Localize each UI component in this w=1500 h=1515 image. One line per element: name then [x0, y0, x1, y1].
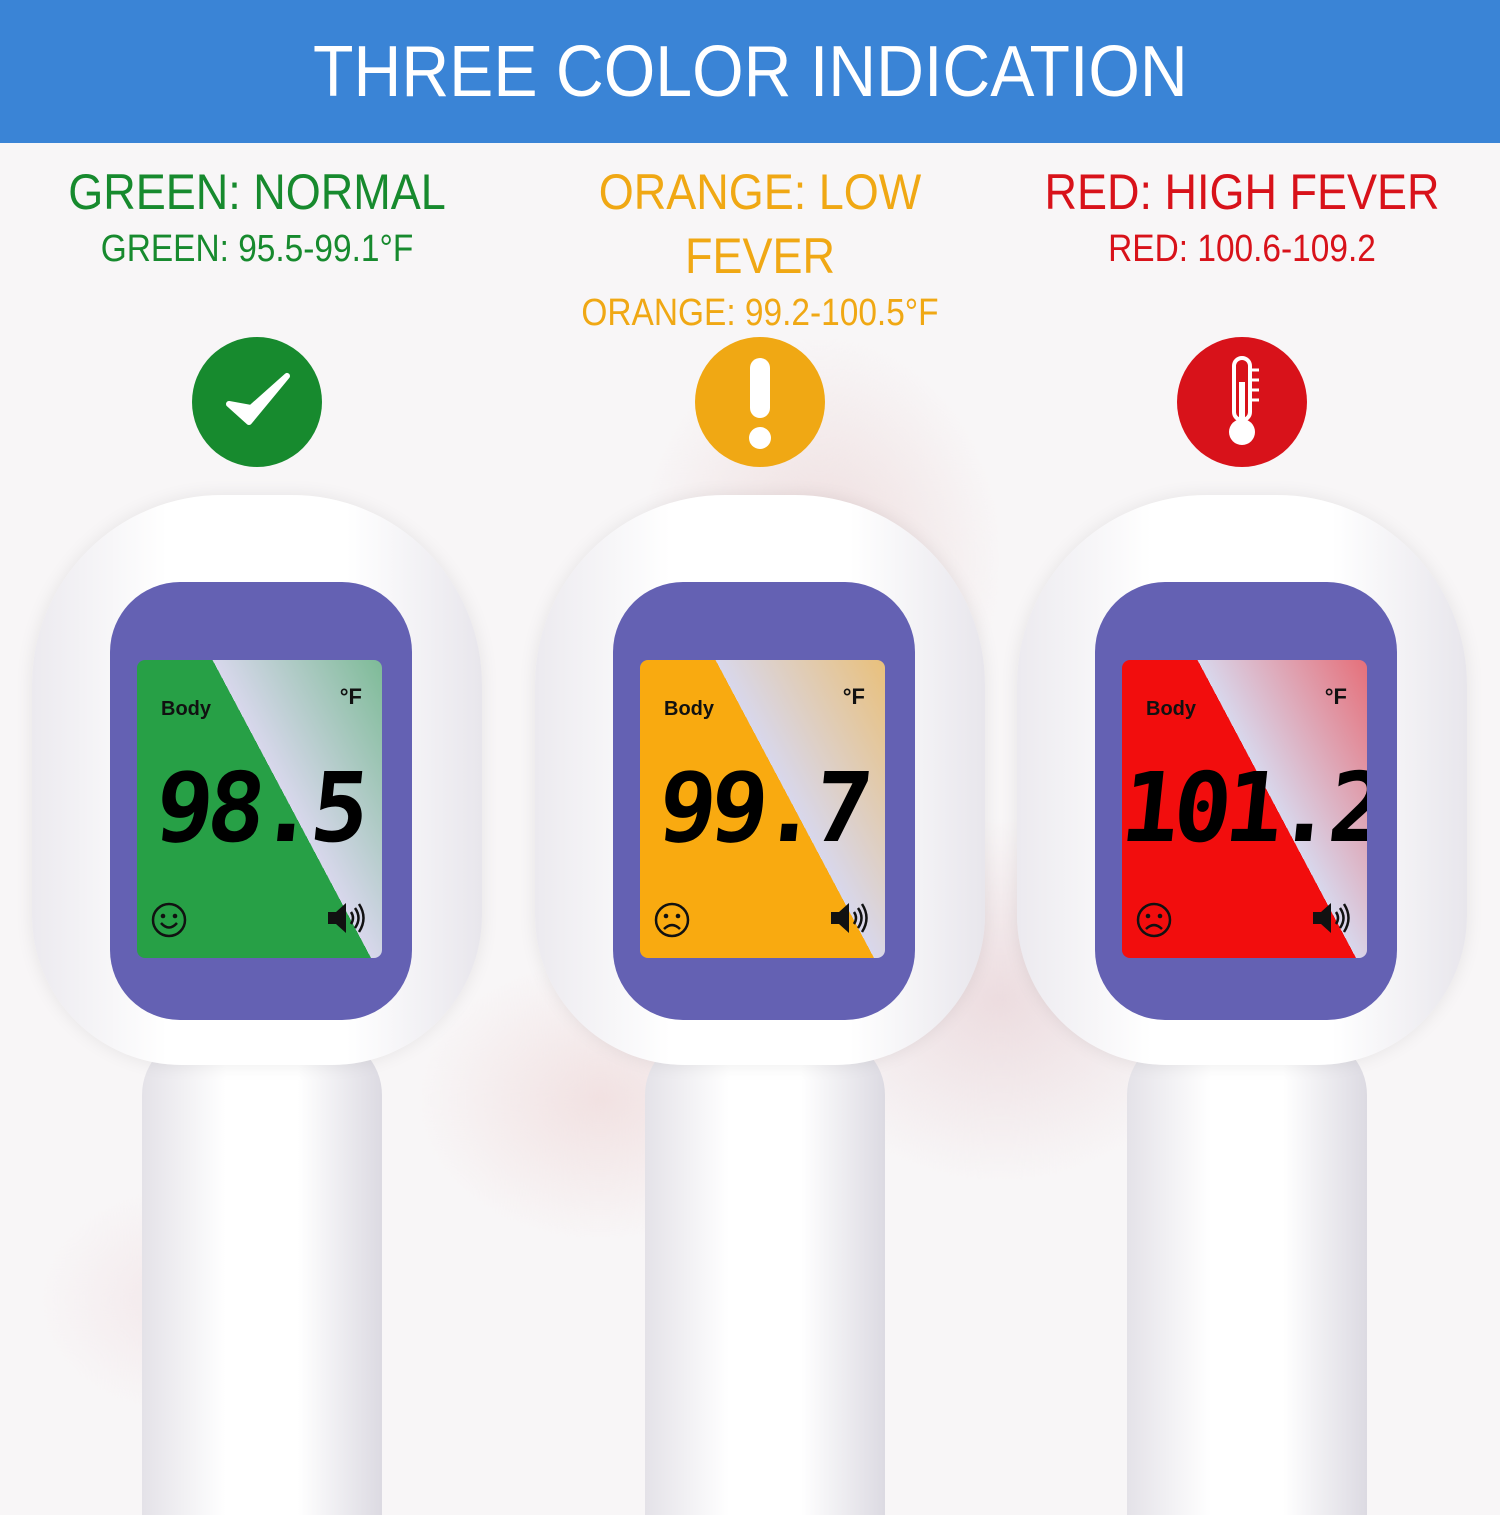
display-bezel: Body °F 101.2 [1095, 582, 1397, 1020]
level-range: RED: 100.6-109.2 [1108, 228, 1376, 270]
device-handle [645, 1035, 885, 1515]
speaker-icon [1313, 903, 1350, 933]
frown-icon [654, 902, 690, 938]
level-title: RED: HIGH FEVER [1044, 164, 1440, 220]
device-handle [1127, 1035, 1367, 1515]
temperature-reading: 99.7 [653, 752, 872, 864]
device-head: Body °F 98.5 [32, 495, 482, 1065]
temperature-reading: 98.5 [150, 752, 369, 864]
speaker-icon [328, 903, 365, 933]
level-range: ORANGE: 99.2-100.5°F [581, 292, 939, 334]
lcd-screen: Body °F 99.7 [640, 660, 885, 958]
display-bezel: Body °F 98.5 [110, 582, 412, 1020]
unit-label: °F [339, 684, 362, 709]
device-head: Body °F 99.7 [535, 495, 985, 1065]
level-legend: RED: HIGH FEVER RED: 100.6-109.2 [982, 160, 1500, 274]
mode-label: Body [161, 698, 211, 720]
mode-label: Body [664, 698, 714, 720]
unit-label: °F [842, 684, 865, 709]
device-head: Body °F 101.2 [1017, 495, 1467, 1065]
mode-label: Body [1146, 698, 1196, 720]
level-legend: ORANGE: LOW FEVER ORANGE: 99.2-100.5°F [500, 160, 1020, 338]
lcd-screen: Body °F 98.5 [137, 660, 382, 958]
thermometer-device: Body °F 98.5 [32, 495, 482, 1515]
thermometer-icon [1177, 337, 1307, 467]
smile-icon [151, 902, 187, 938]
title-banner: THREE COLOR INDICATION [0, 0, 1500, 143]
thermometer-device: Body °F 99.7 [535, 495, 985, 1515]
device-handle [142, 1035, 382, 1515]
unit-label: °F [1324, 684, 1347, 709]
speaker-icon [831, 903, 868, 933]
level-title: ORANGE: LOW FEVER [598, 164, 922, 284]
title: THREE COLOR INDICATION [312, 31, 1188, 112]
frown-icon [1136, 902, 1172, 938]
level-range: GREEN: 95.5-99.1°F [100, 228, 414, 270]
level-legend: GREEN: NORMAL GREEN: 95.5-99.1°F [0, 160, 517, 274]
exclamation-icon [695, 337, 825, 467]
level-title: GREEN: NORMAL [68, 164, 446, 220]
thermometer-device: Body °F 101.2 [1017, 495, 1467, 1515]
lcd-screen: Body °F 101.2 [1122, 660, 1367, 958]
check-icon [192, 337, 322, 467]
display-bezel: Body °F 99.7 [613, 582, 915, 1020]
temperature-reading: 101.2 [1122, 752, 1367, 864]
